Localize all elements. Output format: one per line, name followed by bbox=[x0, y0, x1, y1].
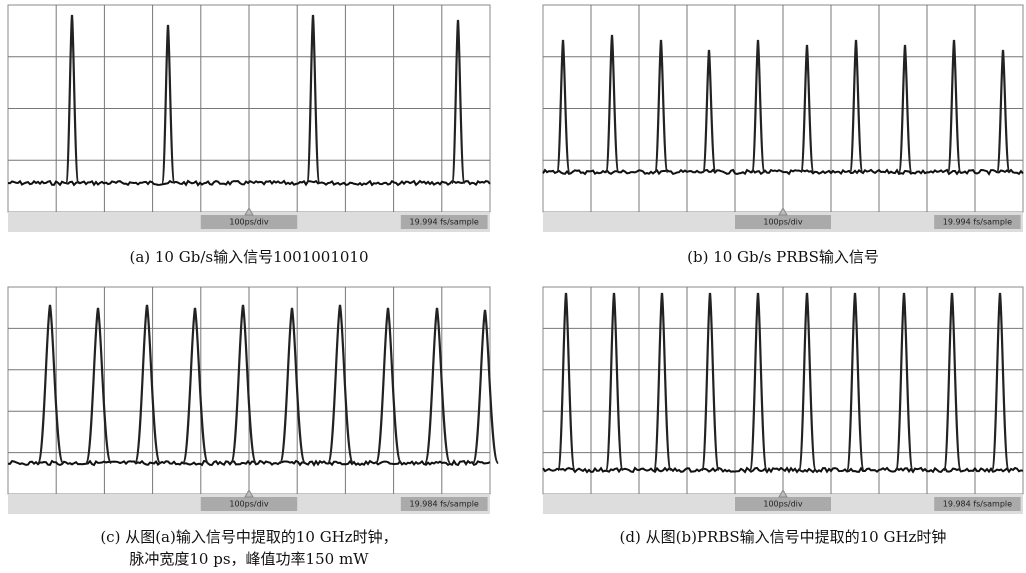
caption: (b) 10 Gb/s PRBS输入信号 bbox=[687, 248, 879, 266]
caption: (d) 从图(b)PRBS输入信号中提取的10 GHz时钟 bbox=[620, 528, 947, 546]
scale-label: 100ps/div bbox=[229, 500, 269, 509]
caption: 脉冲宽度10 ps，峰值功率150 mW bbox=[129, 550, 369, 568]
scale-label: 100ps/div bbox=[763, 500, 803, 509]
sample-label: 19.994 fs/sample bbox=[410, 218, 479, 227]
scale-label: 100ps/div bbox=[229, 218, 269, 227]
scale-label: 100ps/div bbox=[763, 218, 803, 227]
caption: (c) 从图(a)输入信号中提取的10 GHz时钟， bbox=[100, 528, 397, 546]
figure: 100ps/div 19.994 fs/sample (a) 10 Gb/s输入信号… bbox=[0, 0, 1026, 573]
sample-label: 19.984 fs/sample bbox=[410, 500, 479, 509]
page: {"panels": [ {"scale": "100ps/div", "sam… bbox=[0, 0, 1026, 573]
sample-label: 19.984 fs/sample bbox=[943, 500, 1012, 509]
caption: (a) 10 Gb/s输入信号1001001010 bbox=[129, 248, 368, 266]
sample-label: 19.994 fs/sample bbox=[943, 218, 1012, 227]
